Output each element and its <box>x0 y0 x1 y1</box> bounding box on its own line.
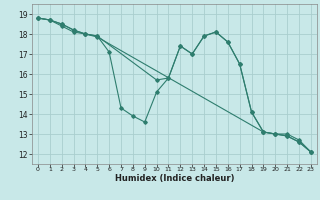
X-axis label: Humidex (Indice chaleur): Humidex (Indice chaleur) <box>115 174 234 183</box>
